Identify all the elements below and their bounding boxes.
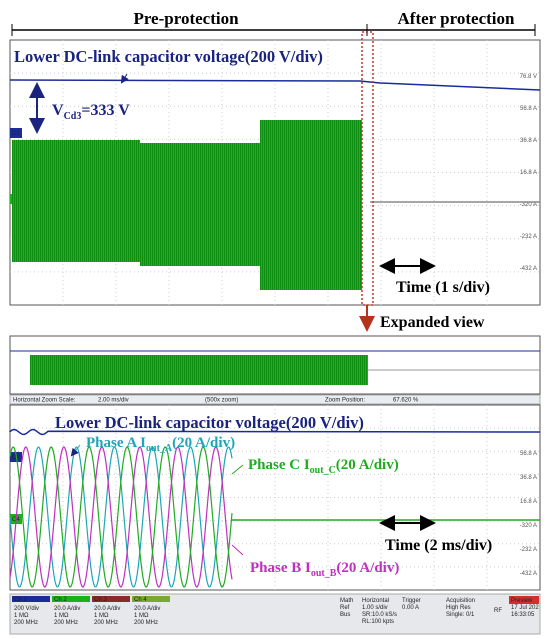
math-button: Ref	[340, 605, 350, 611]
label-sub: out_C	[310, 465, 336, 476]
trigger-setting: Trigger	[402, 598, 421, 604]
channel-tab	[12, 596, 50, 602]
channel-badge	[10, 128, 22, 138]
scale-label: -320 A	[520, 202, 537, 208]
phase-trace	[9, 446, 233, 588]
phase-c-pointer	[231, 464, 244, 475]
horizontal-setting: Horizontal	[362, 598, 389, 604]
scale-label: 36.8 A	[520, 475, 537, 481]
acquisition-setting: High Res	[446, 605, 471, 611]
bottom-time-label: Time (2 ms/div)	[385, 537, 492, 554]
top-current-band	[260, 120, 362, 290]
phase-currents	[9, 446, 233, 588]
preview-setting: 17 Jul 202	[511, 605, 539, 611]
trigger-setting: 0.00 A	[402, 605, 419, 611]
scale-label: 16.8 A	[520, 170, 537, 176]
phase-c-label: Phase C Iout_C(20 A/div)	[248, 457, 399, 476]
acquisition-setting: Acquisition	[446, 598, 475, 604]
channel-tab	[132, 596, 170, 602]
scale-label: -320 A	[520, 523, 537, 529]
scale-label: -232 A	[520, 234, 537, 240]
channel-name: Ch 2	[54, 597, 67, 603]
math-button: Math	[340, 598, 353, 604]
preview-setting: 16:33:05	[511, 612, 535, 618]
phase-a-label: Phase A Iout_A(20 A/div)	[86, 435, 235, 454]
channel-tab	[52, 596, 90, 602]
label-main: V	[52, 102, 64, 119]
label-rest: (20 A/div)	[336, 457, 399, 473]
zoom-factor: (500x zoom)	[205, 398, 238, 404]
scale-label: 56.8 A	[520, 451, 537, 457]
horizontal-setting: SR:10.0 kS/s	[362, 612, 397, 618]
vcd-label: VCd3=333 V	[52, 102, 130, 122]
channel-setting: 20.0 A/div	[134, 606, 160, 612]
channel-name: Ch 3	[94, 597, 107, 603]
scale-label: 16.8 A	[520, 499, 537, 505]
zoom-position: 67.620 %	[393, 398, 419, 404]
scale-label: -432 A	[520, 571, 537, 577]
label-sub: out_A	[146, 443, 173, 454]
top-time-label: Time (1 s/div)	[396, 279, 490, 296]
scale-label: 36.8 A	[520, 138, 537, 144]
top-current-band	[140, 143, 260, 266]
rf-button: RF	[494, 608, 502, 614]
channel-setting: 200 MHz	[134, 620, 158, 626]
zoom-bar	[9, 394, 541, 405]
label-rest: =333 V	[81, 102, 130, 119]
label-rest: (20 A/div)	[172, 435, 235, 451]
label-rest: (20 A/div)	[336, 560, 399, 576]
scale-label: 56.8 A	[520, 106, 537, 112]
bottom-voltage-label: Lower DC-link capacitor voltage(200 V/di…	[55, 413, 364, 432]
channel-name: Ch 1	[14, 597, 27, 603]
expanded-label: Expanded view	[380, 314, 485, 331]
channel-setting: 20.0 A/div	[54, 606, 80, 612]
zoom-position-label: Zoom Position:	[325, 398, 365, 404]
label-main: Phase B I	[250, 560, 311, 576]
preview-badge	[509, 596, 539, 604]
scale-label: 76.8 V	[520, 74, 537, 80]
phase-b-pointer	[231, 544, 244, 556]
channel-setting: 1 MΩ	[14, 613, 29, 619]
channel-badge-label: C1	[12, 131, 20, 137]
label-main: Phase C I	[248, 457, 310, 473]
acquisition-setting: Single: 0/1	[446, 612, 475, 618]
channel-setting: 200 MHz	[14, 620, 38, 626]
channel-setting: 1 MΩ	[134, 613, 149, 619]
channel-tab	[92, 596, 130, 602]
channel-setting: 1 MΩ	[94, 613, 109, 619]
overview-current-band	[30, 355, 368, 385]
top-current-band	[12, 140, 140, 262]
top-voltage-pointer	[120, 73, 129, 84]
channel-setting: 200 MHz	[54, 620, 78, 626]
channel-setting: 1 MΩ	[54, 613, 69, 619]
math-button: Bus	[340, 612, 350, 618]
scale-label: -432 A	[520, 266, 537, 272]
top-voltage-label: Lower DC-link capacitor voltage(200 V/di…	[14, 47, 323, 66]
channel-setting: 200 MHz	[94, 620, 118, 626]
label-main: Phase A I	[86, 435, 146, 451]
zoom-scale-label: Horizontal Zoom Scale:	[13, 398, 76, 404]
label-sub: Cd3	[64, 111, 82, 122]
channel-setting: 200 V/div	[14, 606, 39, 612]
preview-setting: Preview	[511, 598, 533, 604]
zoom-scale: 2.00 ms/div	[98, 398, 129, 404]
horizontal-setting: 1.00 s/div	[362, 605, 388, 611]
header-right: After protection	[398, 9, 515, 28]
channel-setting: 20.0 A/div	[94, 606, 120, 612]
channel-name: Ch 4	[134, 597, 147, 603]
phase-trace	[9, 446, 233, 588]
horizontal-setting: RL:100 kpts	[362, 619, 394, 625]
scale-label: -232 A	[520, 547, 537, 553]
phase-a-pointer	[70, 444, 81, 457]
top-voltage-trace	[9, 79, 541, 91]
bottom-voltage-trace	[9, 428, 541, 436]
phase-b-label: Phase B Iout_B(20 A/div)	[250, 560, 399, 579]
label-sub: out_B	[311, 568, 337, 579]
header-left: Pre-protection	[133, 9, 239, 28]
